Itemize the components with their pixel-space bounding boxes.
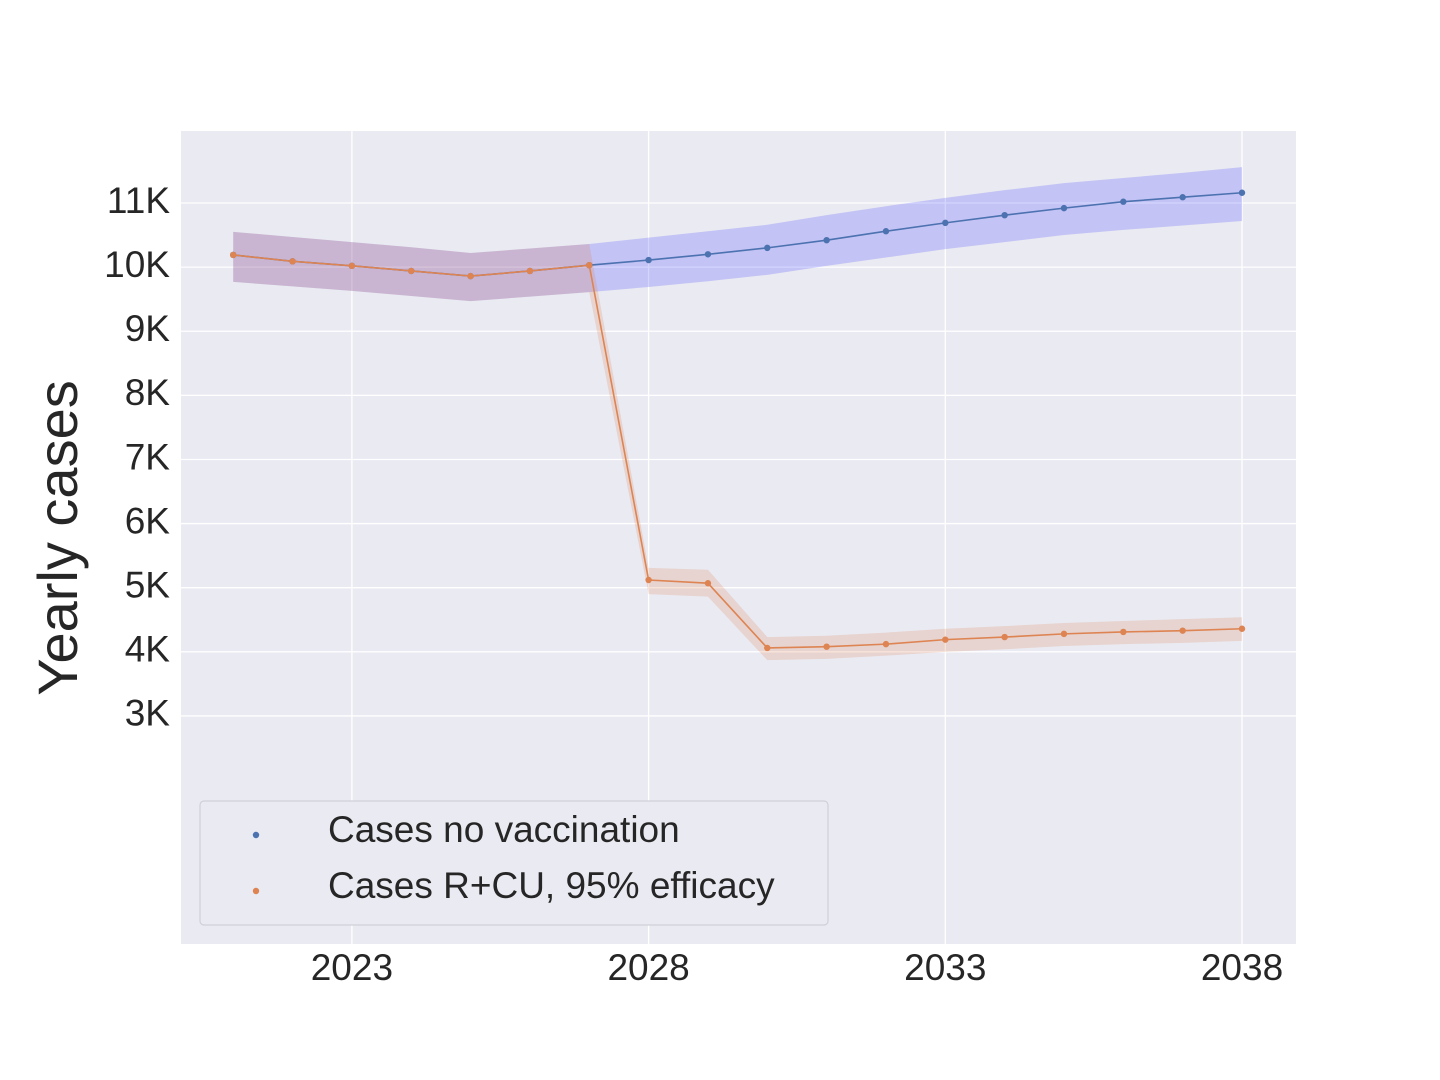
series-line	[233, 254, 1243, 649]
lines	[230, 189, 1246, 652]
y-tick-label: 5K	[125, 564, 171, 605]
y-tick-label: 6K	[125, 500, 171, 541]
y-axis-label: Yearly cases	[26, 380, 89, 695]
y-tick-label: 7K	[125, 436, 171, 477]
y-tick-label: 4K	[125, 629, 171, 670]
data-point	[764, 644, 771, 652]
data-point	[704, 580, 712, 587]
legend-marker	[252, 887, 260, 895]
legend-marker	[252, 831, 260, 839]
data-point	[704, 251, 712, 258]
x-tick-label: 2033	[904, 947, 986, 988]
data-point	[1120, 628, 1127, 636]
bands	[233, 167, 1243, 661]
confidence-band	[233, 167, 1243, 302]
data-point	[289, 258, 296, 265]
legend: Cases no vaccination Cases R+CU, 95% effi…	[199, 800, 829, 926]
data-point	[764, 244, 771, 252]
data-point	[586, 261, 593, 269]
confidence-band	[233, 231, 1243, 661]
data-point	[882, 228, 890, 235]
data-point	[823, 643, 830, 650]
data-point	[1001, 211, 1008, 219]
data-point	[230, 251, 237, 259]
data-point	[348, 262, 356, 270]
x-tick-label: 2038	[1201, 947, 1283, 988]
y-tick-label: 10K	[104, 244, 170, 285]
data-point	[467, 272, 474, 280]
y-tick-label: 11K	[107, 180, 170, 221]
x-tick-label: 2028	[607, 947, 689, 988]
data-point	[1060, 630, 1068, 638]
data-point	[645, 256, 652, 264]
data-point	[1001, 633, 1008, 641]
data-point	[1060, 204, 1068, 212]
y-tick-label: 9K	[125, 308, 171, 349]
y-tick-label: 8K	[125, 372, 171, 413]
data-point	[942, 219, 949, 227]
data-point	[645, 576, 652, 584]
data-point	[526, 267, 534, 275]
data-point	[823, 236, 830, 244]
data-point	[1238, 189, 1246, 196]
data-point	[1179, 627, 1186, 634]
x-tick-label: 2023	[311, 947, 393, 988]
data-point	[882, 640, 890, 648]
data-point	[942, 636, 949, 643]
data-point	[1179, 194, 1186, 201]
y-tick-label: 3K	[125, 693, 171, 734]
data-point	[408, 267, 415, 275]
legend-box	[199, 800, 829, 926]
legend-label: Cases no vaccination	[328, 809, 680, 850]
legend-label: Cases R+CU, 95% efficacy	[328, 865, 775, 906]
data-point	[1238, 625, 1246, 632]
data-point	[1120, 198, 1127, 205]
